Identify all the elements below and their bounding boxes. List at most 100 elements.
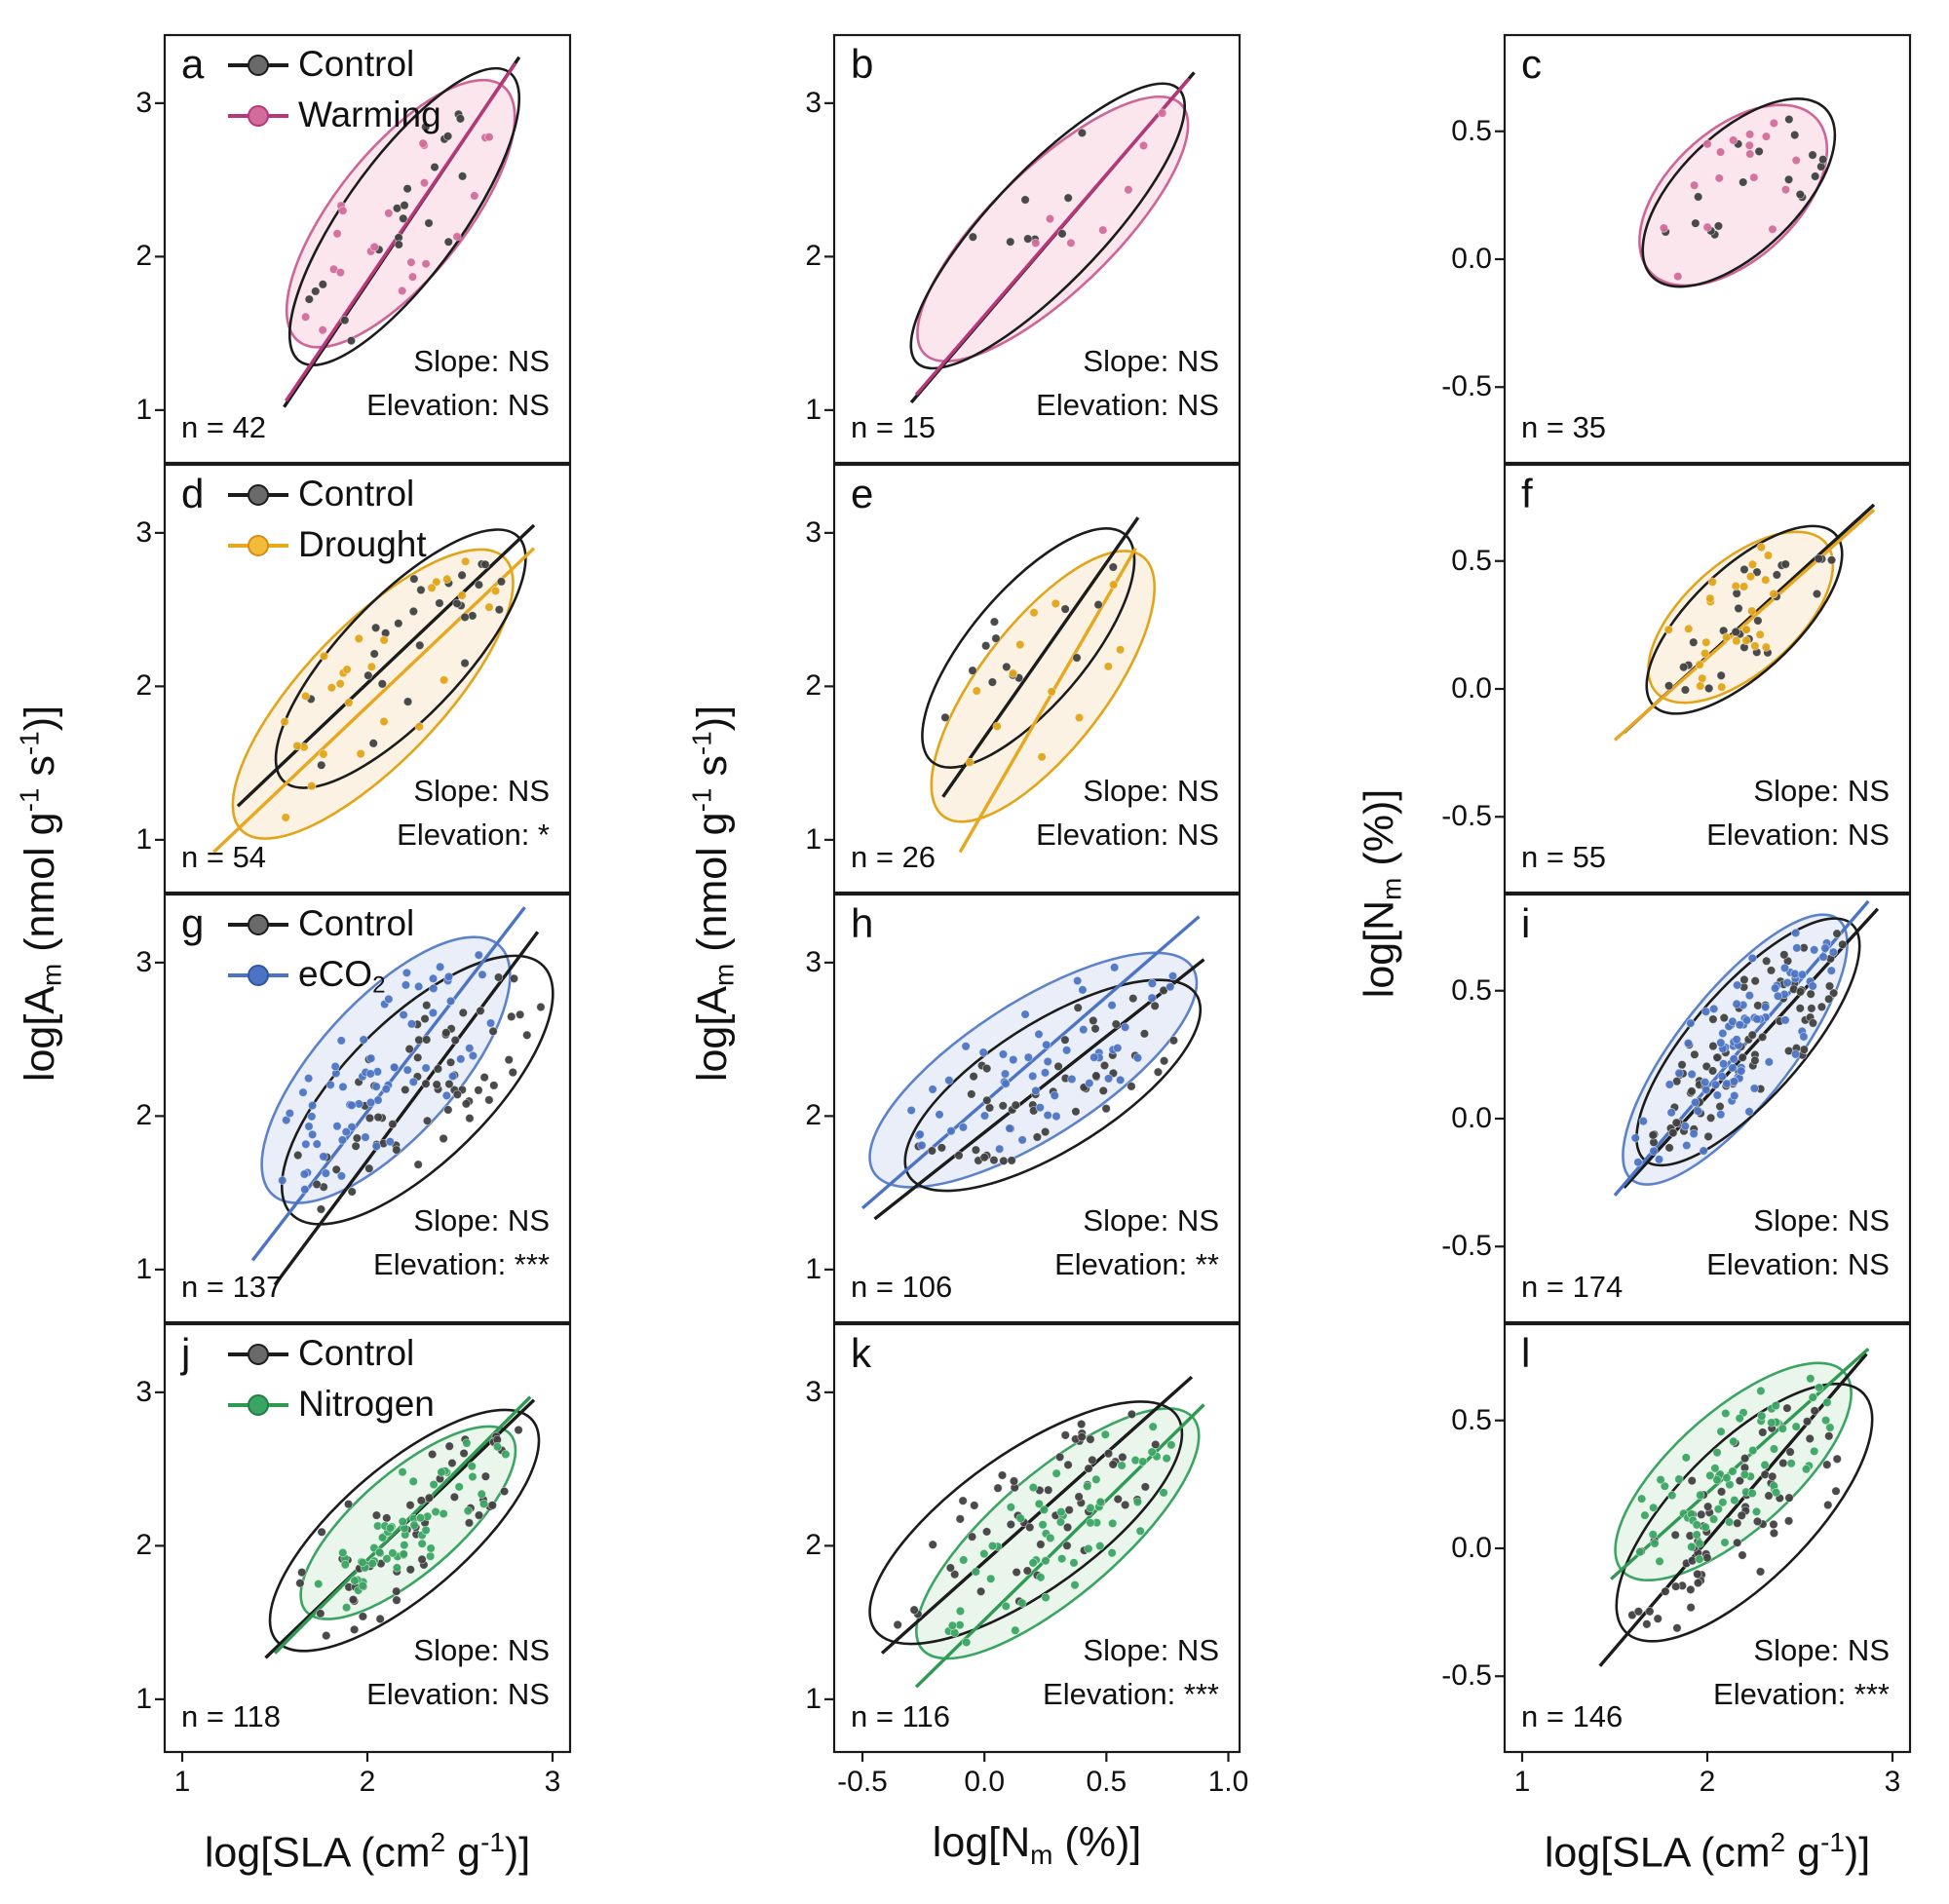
- nitrogen-data-point: [1766, 1418, 1777, 1428]
- eco2-data-point: [1779, 963, 1790, 973]
- text-segment: 2: [1770, 1827, 1786, 1857]
- control-data-point: [455, 114, 466, 124]
- legend-label-control: Control: [298, 42, 414, 87]
- text-segment: (%)]: [1052, 1819, 1142, 1866]
- eco2-data-point: [1717, 1072, 1727, 1082]
- control-data-point: [444, 1441, 454, 1451]
- text-segment: Control: [298, 44, 415, 84]
- drought-data-point: [439, 675, 449, 685]
- control-data-point: [433, 1064, 443, 1074]
- drought-data-point: [1747, 559, 1758, 570]
- control-data-point: [1769, 1519, 1778, 1530]
- eco2-data-point: [1633, 1158, 1643, 1167]
- text-segment: Nitrogen: [298, 1384, 435, 1424]
- y-tick-label: 2: [135, 1099, 152, 1132]
- control-data-point: [1757, 1032, 1768, 1043]
- warming-data-point: [1031, 238, 1041, 248]
- drought-data-point: [1663, 625, 1674, 634]
- drought-data-point: [1761, 642, 1772, 652]
- y-tick-label: 1: [135, 1252, 152, 1285]
- x-tick-label: 1: [1513, 1766, 1531, 1798]
- text-segment: log[A: [16, 986, 63, 1083]
- y-axis-title-col1: log[Am (nmol g-1 s-1)]: [5, 705, 76, 1082]
- sample-size-label-j: n = 118: [181, 1699, 281, 1733]
- control-data-point: [1645, 1606, 1655, 1617]
- panel-border: [832, 1322, 1242, 1754]
- control-data-point: [427, 1449, 438, 1460]
- eco2-data-point: [399, 1009, 408, 1020]
- eco2-data-point: [1147, 978, 1158, 989]
- y-tick-label: 2: [135, 1529, 152, 1562]
- control-data-point: [1140, 1482, 1151, 1492]
- control-points: [306, 559, 507, 770]
- control-data-point: [405, 1500, 415, 1510]
- nitrogen-data-point: [1695, 1554, 1704, 1564]
- control-data-point: [452, 1089, 463, 1099]
- eco2-data-point: [1809, 945, 1819, 955]
- panel-k-plot: [824, 1322, 1242, 1762]
- control-data-point: [967, 1532, 977, 1542]
- nitrogen-data-point: [399, 1549, 408, 1559]
- nitrogen-data-point: [415, 1512, 426, 1523]
- control-data-point: [1648, 1130, 1658, 1140]
- x-tick-label: 2: [359, 1766, 376, 1798]
- y-tick-label: 1: [135, 1682, 152, 1715]
- control-data-point: [1020, 195, 1030, 205]
- panel-letter-l: l: [1521, 1330, 1531, 1376]
- eco2-data-point: [1000, 1069, 1011, 1079]
- eco2-data-point: [1638, 1116, 1649, 1126]
- nitrogen-data-point: [1814, 1383, 1824, 1392]
- control-data-point: [1002, 662, 1012, 672]
- eco2-data-point: [1728, 1063, 1738, 1073]
- control-data-point: [504, 1054, 514, 1065]
- warming-regression-line: [914, 77, 1191, 397]
- x-axis-title-col3: log[SLA (cm2 g-1)]: [1415, 1818, 1949, 1877]
- nitrogen-data-point: [1760, 1460, 1770, 1470]
- control-data-point: [363, 670, 373, 680]
- control-data-point: [958, 1496, 968, 1505]
- nitrogen-confidence-ellipse: [868, 1386, 1247, 1682]
- control-data-point: [1151, 1439, 1161, 1450]
- control-data-point: [488, 1026, 498, 1037]
- eco2-data-point: [1737, 1066, 1746, 1076]
- nitrogen-data-point: [377, 1533, 388, 1542]
- panel-letter-i: i: [1521, 900, 1531, 946]
- control-data-point: [1009, 1476, 1019, 1486]
- drought-points: [1663, 542, 1778, 692]
- eco2-data-point: [1782, 977, 1792, 988]
- control-data-point: [414, 1035, 424, 1045]
- warming-data-point: [1673, 271, 1683, 282]
- control-data-point: [1693, 192, 1703, 202]
- control-data-point: [1127, 1409, 1137, 1420]
- control-data-point: [509, 973, 519, 983]
- control-data-point: [1093, 599, 1103, 610]
- eco2-data-point: [1043, 1110, 1052, 1121]
- control-data-point: [1168, 1036, 1179, 1046]
- control-data-point: [1732, 1538, 1742, 1547]
- panel-b-plot: [824, 33, 1242, 465]
- eco2-data-point: [299, 1169, 310, 1179]
- nitrogen-data-point: [1756, 1386, 1766, 1396]
- eco2-data-point: [1666, 1108, 1676, 1118]
- control-data-point: [1824, 1431, 1834, 1441]
- control-data-point: [1661, 1586, 1670, 1596]
- text-segment: -1: [14, 787, 45, 813]
- drought-data-point: [1051, 598, 1061, 609]
- nitrogen-data-point: [1721, 1408, 1731, 1419]
- control-data-point: [940, 712, 950, 723]
- nitrogen-data-point: [1051, 1468, 1061, 1478]
- text-segment: 2: [372, 971, 386, 999]
- control-data-point: [1022, 1566, 1033, 1576]
- eco2-data-point: [1009, 1054, 1018, 1065]
- nitrogen-data-point: [1132, 1497, 1143, 1507]
- warming-data-point: [1157, 108, 1167, 118]
- x-tick-label: 1: [173, 1766, 191, 1798]
- drought-data-point: [281, 813, 290, 822]
- eco2-data-point: [1741, 1015, 1752, 1025]
- eco2-data-point: [321, 1168, 331, 1178]
- y-tick-label: 1: [805, 1252, 822, 1285]
- nitrogen-data-point: [1771, 1400, 1781, 1411]
- drought-data-point: [342, 665, 352, 674]
- drought-data-point: [379, 635, 389, 645]
- control-data-point: [980, 640, 991, 651]
